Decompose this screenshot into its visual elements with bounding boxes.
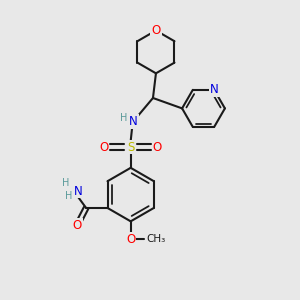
Text: N: N [129, 115, 138, 128]
Text: CH₃: CH₃ [146, 234, 165, 244]
Text: H: H [62, 178, 70, 188]
Text: O: O [126, 233, 135, 246]
Text: O: O [153, 140, 162, 154]
Text: O: O [99, 140, 109, 154]
Text: S: S [127, 140, 134, 154]
Text: N: N [210, 83, 219, 96]
Text: H: H [64, 191, 72, 201]
Text: N: N [74, 184, 83, 197]
Text: O: O [73, 219, 82, 232]
Text: O: O [151, 24, 160, 37]
Text: H: H [121, 113, 128, 123]
